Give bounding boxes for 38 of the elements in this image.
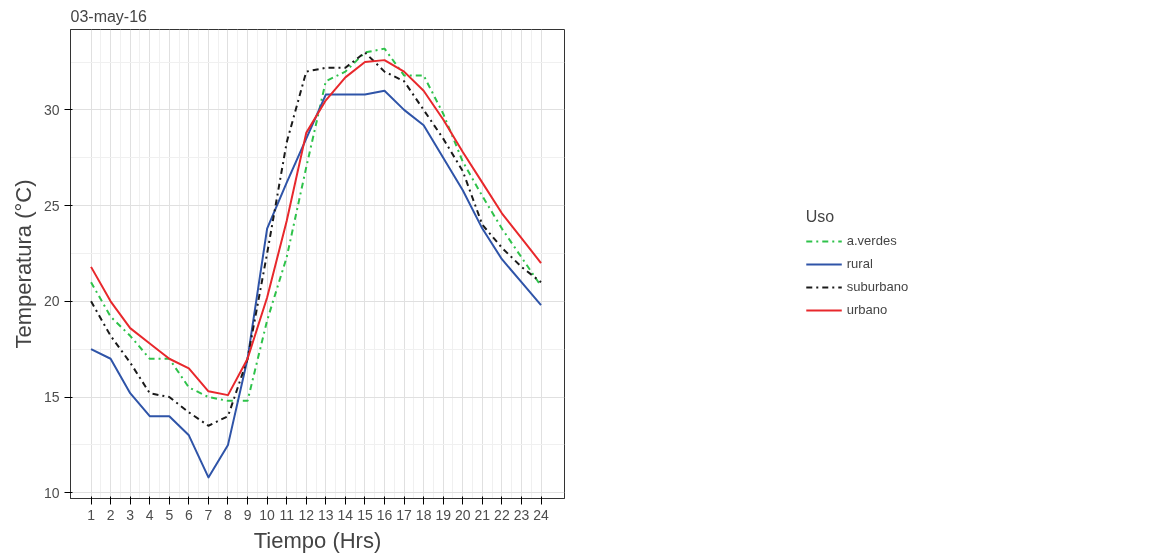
x-tick-label: 11 <box>279 506 295 523</box>
x-tick-label: 1 <box>87 506 96 523</box>
legend-title: Uso <box>805 207 836 226</box>
x-tick-label: 24 <box>533 506 550 523</box>
x-tick-label: 22 <box>494 506 510 523</box>
x-tick-label: 23 <box>513 506 530 523</box>
y-tick-label: 20 <box>43 293 60 310</box>
x-tick-label: 7 <box>204 506 213 523</box>
legend-label: a.verdes <box>846 233 897 248</box>
x-tick-label: 3 <box>126 506 135 523</box>
x-tick-label: 10 <box>259 506 276 523</box>
x-tick-label: 20 <box>454 506 471 523</box>
x-tick-label: 18 <box>415 506 432 523</box>
x-tick-label: 12 <box>298 506 315 523</box>
chart-title: 03-may-16 <box>70 7 148 25</box>
x-axis-title: Tiempo (Hrs) <box>253 527 382 553</box>
x-tick-label: 21 <box>474 506 491 523</box>
x-tick-label: 15 <box>357 506 373 523</box>
x-tick-label: 19 <box>435 506 452 523</box>
x-tick-label: 5 <box>165 506 174 523</box>
legend-label: rural <box>846 256 873 271</box>
x-tick-label: 9 <box>243 506 252 523</box>
x-tick-label: 4 <box>145 506 154 523</box>
y-tick-label: 30 <box>43 101 60 118</box>
line-series <box>90 89 543 479</box>
x-tick-label: 16 <box>376 506 393 523</box>
y-tick-label: 25 <box>43 197 60 214</box>
y-axis-title: Temperatura (°C) <box>10 179 36 349</box>
x-tick-label: 2 <box>106 506 115 523</box>
x-tick-label: 6 <box>184 506 193 523</box>
legend-label: urbano <box>846 302 888 317</box>
x-tick-label: 17 <box>396 506 413 523</box>
legend-label: suburbano <box>846 279 909 294</box>
y-tick-label: 10 <box>43 484 60 501</box>
x-tick-label: 13 <box>318 506 334 523</box>
y-tick-label: 15 <box>43 389 60 406</box>
x-tick-label: 8 <box>224 506 233 523</box>
x-tick-label: 14 <box>337 506 354 523</box>
